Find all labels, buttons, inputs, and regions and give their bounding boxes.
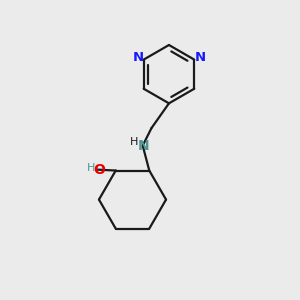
- Text: N: N: [132, 51, 143, 64]
- Text: O: O: [93, 163, 105, 177]
- Text: H: H: [87, 163, 95, 173]
- Text: H: H: [130, 137, 138, 147]
- Text: N: N: [194, 51, 206, 64]
- Text: N: N: [138, 140, 150, 154]
